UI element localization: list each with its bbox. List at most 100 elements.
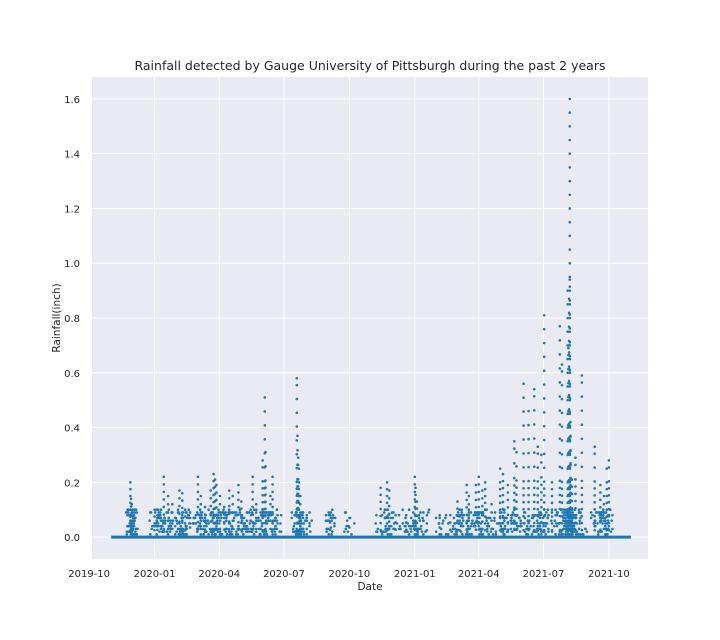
data-point bbox=[483, 487, 487, 491]
data-point bbox=[264, 519, 268, 522]
data-point bbox=[261, 516, 264, 520]
data-point bbox=[611, 513, 614, 517]
data-point bbox=[161, 519, 165, 522]
data-point bbox=[569, 448, 572, 452]
data-point bbox=[510, 522, 513, 525]
data-point bbox=[422, 519, 425, 522]
data-point bbox=[579, 533, 582, 536]
data-point bbox=[458, 508, 461, 512]
data-point bbox=[196, 483, 200, 486]
data-point bbox=[215, 513, 219, 517]
data-point bbox=[230, 530, 233, 533]
data-point bbox=[568, 289, 572, 292]
data-point bbox=[237, 520, 240, 524]
data-point bbox=[222, 516, 226, 520]
data-point bbox=[251, 498, 254, 501]
data-point bbox=[487, 524, 491, 528]
data-point bbox=[568, 303, 572, 306]
data-point bbox=[522, 466, 525, 469]
data-point bbox=[538, 527, 542, 531]
data-point bbox=[481, 504, 484, 508]
data-point bbox=[567, 516, 570, 520]
data-point bbox=[558, 423, 562, 426]
data-point bbox=[230, 511, 234, 514]
data-point bbox=[525, 524, 529, 528]
data-point bbox=[264, 479, 267, 482]
data-point bbox=[605, 467, 609, 470]
data-point bbox=[460, 522, 464, 525]
data-point bbox=[250, 530, 254, 533]
data-point bbox=[296, 448, 299, 452]
data-point bbox=[296, 492, 300, 496]
data-point bbox=[271, 505, 274, 509]
data-point bbox=[390, 524, 393, 528]
data-point bbox=[212, 516, 215, 520]
data-point bbox=[606, 513, 610, 517]
data-point bbox=[204, 535, 208, 539]
data-point bbox=[536, 445, 540, 449]
data-point bbox=[577, 508, 581, 512]
data-point bbox=[395, 522, 399, 525]
data-point bbox=[238, 511, 242, 514]
data-point bbox=[568, 275, 572, 279]
data-point bbox=[532, 465, 536, 468]
data-point bbox=[527, 507, 530, 511]
data-point bbox=[466, 519, 469, 522]
data-point bbox=[130, 522, 134, 525]
data-point bbox=[297, 467, 301, 470]
data-point bbox=[598, 513, 601, 517]
data-point bbox=[569, 511, 572, 514]
data-point bbox=[199, 519, 203, 522]
data-point bbox=[240, 521, 243, 525]
data-point bbox=[407, 533, 411, 536]
data-point bbox=[224, 513, 227, 517]
data-point bbox=[237, 524, 240, 528]
data-point bbox=[540, 461, 543, 464]
data-point bbox=[409, 516, 413, 520]
data-point bbox=[348, 516, 352, 520]
data-point bbox=[273, 530, 277, 533]
data-point bbox=[568, 207, 572, 210]
data-point bbox=[510, 530, 514, 533]
data-point bbox=[387, 489, 391, 492]
data-point bbox=[456, 535, 459, 539]
data-point bbox=[542, 355, 546, 359]
data-point bbox=[554, 508, 557, 512]
data-point bbox=[532, 507, 536, 511]
data-point bbox=[236, 527, 240, 531]
data-point bbox=[540, 530, 543, 533]
data-point bbox=[385, 522, 389, 525]
data-point bbox=[522, 410, 525, 413]
data-point bbox=[201, 527, 205, 531]
data-point bbox=[568, 410, 572, 414]
data-point bbox=[193, 516, 197, 520]
data-point bbox=[271, 475, 274, 479]
data-point bbox=[566, 513, 569, 517]
data-point bbox=[414, 524, 417, 528]
data-point bbox=[407, 508, 411, 512]
data-point bbox=[197, 524, 200, 528]
data-point bbox=[574, 478, 577, 481]
data-point bbox=[515, 486, 518, 489]
data-point bbox=[513, 506, 516, 509]
data-point bbox=[398, 535, 402, 539]
data-point bbox=[449, 521, 452, 524]
data-point bbox=[604, 524, 607, 528]
data-point bbox=[267, 519, 270, 522]
data-point bbox=[409, 530, 413, 533]
data-point bbox=[230, 524, 233, 528]
data-point bbox=[581, 533, 584, 536]
data-point bbox=[265, 533, 269, 536]
data-point bbox=[178, 489, 181, 492]
data-point bbox=[460, 508, 464, 512]
data-point bbox=[295, 480, 299, 484]
data-point bbox=[567, 351, 571, 354]
data-point bbox=[522, 522, 526, 525]
data-point bbox=[558, 500, 562, 504]
data-point bbox=[518, 516, 521, 520]
data-point bbox=[562, 513, 566, 517]
data-point bbox=[522, 396, 525, 399]
y-tick-label: 1.0 bbox=[64, 259, 80, 270]
data-point bbox=[194, 522, 198, 525]
data-point bbox=[456, 519, 459, 522]
